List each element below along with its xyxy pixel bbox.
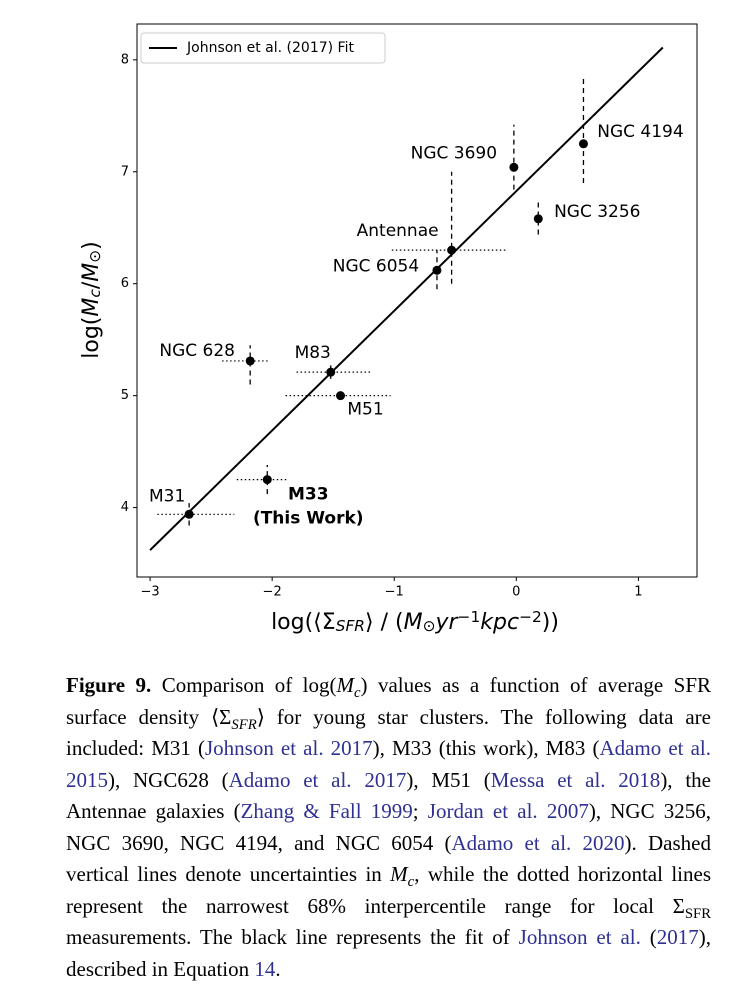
caption-text: ) values as a function of average SFR su… — [66, 673, 712, 729]
caption-text: , while the dotted horizontal lines repr… — [66, 862, 711, 918]
y-tick-label: 8 — [121, 52, 129, 67]
data-point — [432, 265, 442, 275]
label-part: SFR — [336, 617, 365, 635]
caption-text: . — [275, 956, 281, 981]
label-part: M — [404, 610, 423, 635]
point-label: NGC 3690 — [411, 143, 497, 163]
caption-text: ), M33 (this work), M83 ( — [372, 736, 600, 760]
caption-text: c — [407, 874, 415, 891]
data-point — [184, 509, 194, 519]
caption-text: ), the Antennae galaxies ( — [66, 767, 711, 824]
reference-link[interactable]: Johnson et al. 2017 — [205, 736, 373, 760]
label-part: M — [79, 298, 104, 317]
data-point — [336, 391, 346, 401]
label-part: ⊙ — [86, 250, 104, 263]
x-tick-label: 0 — [512, 585, 520, 600]
reference-link[interactable]: 2017 — [656, 925, 699, 949]
x-tick-label: −3 — [140, 585, 159, 600]
label-part: M — [79, 263, 104, 282]
y-tick-label: 4 — [121, 500, 129, 515]
y-tick-label: 6 — [121, 276, 129, 291]
point-label: Antennae — [357, 221, 439, 241]
label-part: ⊙ — [423, 617, 436, 635]
data-point — [533, 214, 543, 224]
reference-link[interactable]: Adamo et al. 2015 — [66, 736, 711, 792]
point-label: M83 — [295, 343, 331, 363]
label-part: c — [86, 289, 104, 298]
reference-link[interactable]: Zhang & Fall 1999 — [240, 799, 413, 823]
caption-text: ( — [640, 925, 657, 949]
fit-line — [149, 46, 664, 551]
point-label: NGC 4194 — [597, 122, 683, 142]
reference-link[interactable]: Johnson et al. — [518, 925, 641, 949]
point-label: NGC 3256 — [554, 202, 640, 222]
data-point — [447, 245, 457, 255]
data-point — [262, 475, 272, 485]
caption-text: SFR — [231, 716, 257, 733]
caption-text: ; — [412, 799, 428, 823]
point-label: NGC 6054 — [333, 256, 419, 276]
point-label: M51 — [347, 400, 383, 420]
data-point — [326, 367, 336, 377]
x-axis-label: log(⟨ΣSFR⟩ / (M⊙yr−1kpc−2)) — [271, 608, 559, 636]
point-label: (This Work) — [253, 509, 364, 529]
label-part: ⟩ / ( — [365, 610, 404, 635]
caption-text: measurements. The black line represents … — [66, 925, 519, 949]
label-part: yr — [434, 610, 459, 635]
reference-link[interactable]: Jordan et al. 2007 — [427, 799, 589, 823]
label-part: )) — [542, 610, 559, 635]
label-part: log(⟨Σ — [271, 610, 336, 635]
caption-text: ), described in Equation — [66, 925, 711, 981]
caption-text: SFR — [684, 905, 711, 922]
caption: Figure 9. Comparison of log(Mc) values a… — [66, 670, 711, 985]
plot-frame — [136, 23, 698, 578]
caption-text: ), NGC628 ( — [108, 767, 229, 792]
data-point — [245, 356, 255, 366]
data-point — [578, 139, 588, 149]
reference-link[interactable]: Messa et al. 2018 — [490, 767, 661, 792]
label-part: kpc — [480, 610, 519, 635]
caption-text: ), M51 ( — [406, 767, 491, 792]
caption-text: M — [390, 862, 408, 886]
caption-text: M — [336, 673, 355, 697]
label-part: ) — [79, 241, 104, 250]
x-tick-label: −2 — [263, 585, 282, 600]
caption-text: c — [354, 685, 361, 702]
figure-label: Figure 9. — [66, 673, 152, 697]
data-point — [509, 162, 519, 172]
y-axis-label: log(Mc/M⊙) — [79, 241, 104, 358]
point-label: NGC 628 — [159, 341, 235, 361]
point-label: M33 — [288, 485, 329, 505]
label-part: log( — [79, 317, 104, 359]
point-label: M31 — [149, 486, 185, 506]
reference-link[interactable]: Adamo et al. 2017 — [228, 767, 407, 792]
legend-label: Johnson et al. (2017) Fit — [186, 40, 354, 56]
legend-box — [140, 32, 386, 64]
reference-link[interactable]: Adamo et al. 2020 — [451, 830, 625, 855]
caption-text: ), NGC 3256, NGC 3690, NGC 4194, and NGC… — [66, 799, 712, 855]
y-tick-label: 7 — [121, 164, 129, 179]
label-part: / — [79, 281, 104, 289]
label-part: −2 — [519, 608, 542, 626]
x-tick-label: −1 — [385, 585, 404, 600]
caption-text: ⟩ for young star clusters. The following… — [66, 704, 711, 761]
label-part: −1 — [458, 608, 481, 626]
y-tick-label: 5 — [121, 388, 129, 403]
caption-text: Comparison of log( — [151, 673, 337, 697]
x-tick-label: 1 — [634, 585, 642, 600]
reference-link[interactable]: 14 — [254, 956, 276, 981]
caption-text: ). Dashed vertical lines denote uncertai… — [66, 830, 711, 887]
